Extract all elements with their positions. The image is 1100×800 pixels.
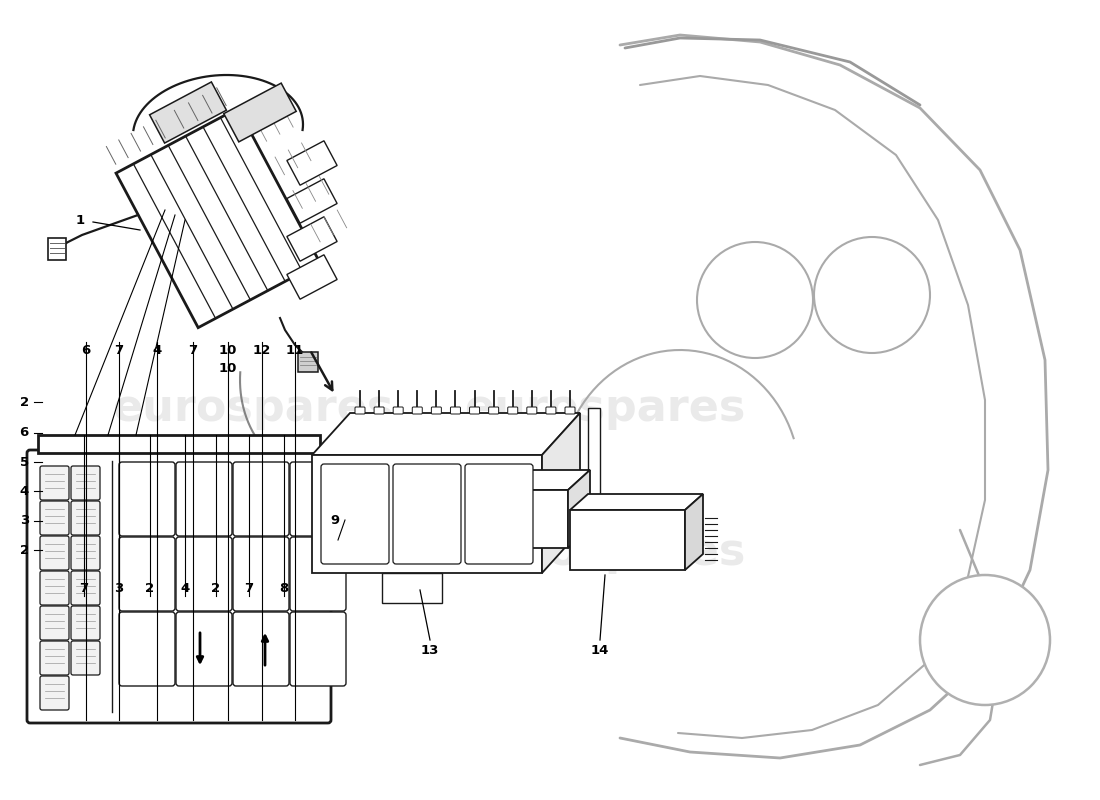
Polygon shape <box>568 470 590 548</box>
Polygon shape <box>588 531 650 561</box>
Text: 8: 8 <box>279 582 288 594</box>
FancyBboxPatch shape <box>72 536 100 570</box>
Text: 11: 11 <box>286 344 304 357</box>
FancyBboxPatch shape <box>508 407 518 414</box>
Text: 14: 14 <box>591 643 609 657</box>
Polygon shape <box>39 435 320 453</box>
FancyBboxPatch shape <box>451 407 461 414</box>
FancyBboxPatch shape <box>393 407 404 414</box>
FancyBboxPatch shape <box>233 537 289 611</box>
Polygon shape <box>223 83 296 142</box>
Text: 2: 2 <box>145 582 154 594</box>
FancyBboxPatch shape <box>119 537 175 611</box>
Text: eurospares: eurospares <box>112 530 394 574</box>
Text: 4: 4 <box>180 582 189 594</box>
Text: eurospares: eurospares <box>112 386 394 430</box>
Text: 9: 9 <box>330 514 340 526</box>
Polygon shape <box>287 254 337 299</box>
Text: 12: 12 <box>253 344 271 357</box>
Polygon shape <box>287 217 337 262</box>
Text: 3: 3 <box>20 514 29 527</box>
Polygon shape <box>150 82 227 143</box>
FancyBboxPatch shape <box>176 612 232 686</box>
FancyBboxPatch shape <box>28 450 331 723</box>
Polygon shape <box>588 408 600 541</box>
FancyBboxPatch shape <box>565 407 575 414</box>
FancyBboxPatch shape <box>72 641 100 675</box>
FancyBboxPatch shape <box>40 466 69 500</box>
FancyBboxPatch shape <box>40 641 69 675</box>
FancyBboxPatch shape <box>393 464 461 564</box>
FancyBboxPatch shape <box>355 407 365 414</box>
Text: eurospares: eurospares <box>464 530 746 574</box>
Circle shape <box>814 237 930 353</box>
Polygon shape <box>490 490 568 548</box>
Text: 2: 2 <box>20 544 29 557</box>
Polygon shape <box>685 494 703 570</box>
Text: 7: 7 <box>188 344 197 357</box>
Text: 7: 7 <box>79 582 88 594</box>
FancyBboxPatch shape <box>546 407 556 414</box>
Polygon shape <box>312 455 542 573</box>
Text: 7: 7 <box>114 344 123 357</box>
Text: 2: 2 <box>20 396 29 409</box>
FancyBboxPatch shape <box>176 462 232 536</box>
FancyBboxPatch shape <box>527 407 537 414</box>
FancyBboxPatch shape <box>40 571 69 605</box>
Text: eurospares: eurospares <box>464 386 746 430</box>
Text: 5: 5 <box>20 456 29 469</box>
Polygon shape <box>570 494 703 510</box>
FancyBboxPatch shape <box>431 407 441 414</box>
FancyBboxPatch shape <box>119 612 175 686</box>
Text: 6: 6 <box>81 344 90 357</box>
Polygon shape <box>570 510 685 570</box>
Polygon shape <box>490 470 590 490</box>
FancyBboxPatch shape <box>290 537 346 611</box>
Text: 2: 2 <box>211 582 220 594</box>
FancyBboxPatch shape <box>465 464 534 564</box>
Polygon shape <box>287 141 337 186</box>
FancyBboxPatch shape <box>470 407 480 414</box>
Polygon shape <box>382 573 442 603</box>
FancyBboxPatch shape <box>40 606 69 640</box>
FancyBboxPatch shape <box>290 612 346 686</box>
FancyBboxPatch shape <box>40 501 69 535</box>
Text: 4: 4 <box>153 344 162 357</box>
Polygon shape <box>312 413 580 455</box>
Text: 3: 3 <box>114 582 123 594</box>
FancyBboxPatch shape <box>40 536 69 570</box>
Polygon shape <box>287 178 337 223</box>
FancyBboxPatch shape <box>233 612 289 686</box>
FancyBboxPatch shape <box>233 462 289 536</box>
Text: 1: 1 <box>76 214 85 226</box>
FancyBboxPatch shape <box>72 501 100 535</box>
FancyBboxPatch shape <box>290 462 346 536</box>
FancyBboxPatch shape <box>40 676 69 710</box>
Text: 10: 10 <box>219 344 236 357</box>
Text: 6: 6 <box>20 426 29 439</box>
Polygon shape <box>298 352 318 372</box>
FancyBboxPatch shape <box>374 407 384 414</box>
FancyBboxPatch shape <box>488 407 498 414</box>
FancyBboxPatch shape <box>119 462 175 536</box>
Text: 4: 4 <box>20 485 29 498</box>
Text: 7: 7 <box>244 582 253 594</box>
FancyBboxPatch shape <box>321 464 389 564</box>
Polygon shape <box>542 413 580 573</box>
FancyBboxPatch shape <box>72 571 100 605</box>
Text: 10: 10 <box>219 362 236 374</box>
FancyBboxPatch shape <box>176 537 232 611</box>
Polygon shape <box>116 108 320 328</box>
Circle shape <box>920 575 1050 705</box>
FancyBboxPatch shape <box>72 466 100 500</box>
FancyBboxPatch shape <box>412 407 422 414</box>
Text: 13: 13 <box>421 643 439 657</box>
FancyBboxPatch shape <box>72 606 100 640</box>
Polygon shape <box>48 238 66 260</box>
Circle shape <box>697 242 813 358</box>
